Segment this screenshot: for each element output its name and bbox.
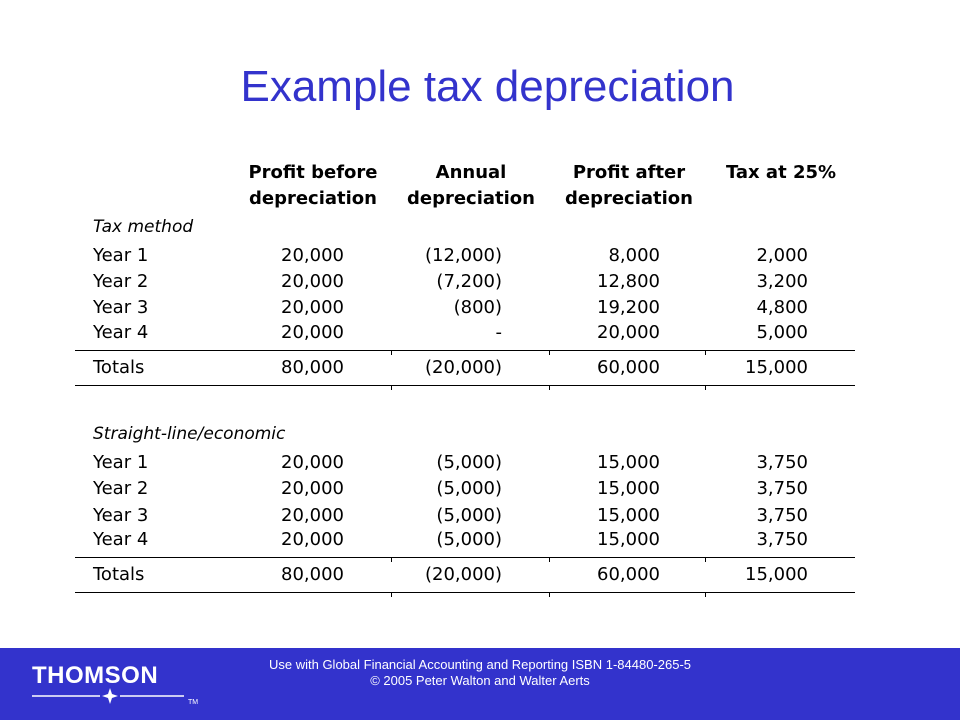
cell-profit-before: 20,000 xyxy=(281,322,344,343)
table-row: Year 2 20,000 (5,000) 15,000 3,750 xyxy=(0,476,960,502)
col-header-line2: depreciation xyxy=(406,188,535,209)
slide-title: Example tax depreciation xyxy=(240,62,735,111)
cell-profit-before: 80,000 xyxy=(281,564,344,585)
cell-profit-after: 19,200 xyxy=(597,297,660,318)
table-row: Year 1 20,000 (5,000) 15,000 3,750 xyxy=(0,450,960,476)
cell-tax: 5,000 xyxy=(756,322,808,343)
cell-tax: 15,000 xyxy=(745,564,808,585)
table-row: Year 4 20,000 - 20,000 5,000 xyxy=(0,320,960,346)
cell-annual-depreciation: (5,000) xyxy=(436,505,502,526)
totals-top-rule xyxy=(75,557,855,558)
col-header-profit-before: Profit before depreciation xyxy=(228,160,398,212)
row-label: Year 4 xyxy=(93,529,149,550)
column-divider-tick xyxy=(549,557,550,562)
cell-annual-depreciation: (5,000) xyxy=(436,529,502,550)
cell-tax: 3,750 xyxy=(756,529,808,550)
cell-annual-depreciation: (20,000) xyxy=(424,357,502,378)
column-divider-tick xyxy=(391,350,392,355)
cell-profit-before: 20,000 xyxy=(281,245,344,266)
cell-tax: 3,750 xyxy=(756,478,808,499)
col-header-line1: Profit after xyxy=(572,162,686,183)
table-row: Year 1 20,000 (12,000) 8,000 2,000 xyxy=(0,243,960,269)
cell-tax: 3,750 xyxy=(756,452,808,473)
section-heading-straight-line: Straight-line/economic xyxy=(93,424,286,444)
row-label: Year 1 xyxy=(93,245,149,266)
cell-tax: 3,750 xyxy=(756,505,808,526)
table-row: Year 4 20,000 (5,000) 15,000 3,750 xyxy=(0,527,960,553)
thomson-logo: THOMSON TM xyxy=(32,662,202,708)
row-label: Year 2 xyxy=(93,271,149,292)
cell-profit-before: 80,000 xyxy=(281,357,344,378)
cell-profit-after: 15,000 xyxy=(597,478,660,499)
column-divider-tick xyxy=(549,350,550,355)
row-label: Year 4 xyxy=(93,322,149,343)
row-label: Year 3 xyxy=(93,505,149,526)
col-header-tax: Tax at 25% xyxy=(696,160,866,186)
footer-line-2: © 2005 Peter Walton and Walter Aerts xyxy=(370,673,590,688)
col-header-line1: Annual xyxy=(435,162,507,183)
cell-annual-depreciation: (7,200) xyxy=(436,271,502,292)
cell-profit-before: 20,000 xyxy=(281,452,344,473)
column-divider-tick xyxy=(705,350,706,355)
cell-profit-before: 20,000 xyxy=(281,529,344,550)
cell-profit-after: 15,000 xyxy=(597,505,660,526)
table-row: Year 3 20,000 (5,000) 15,000 3,750 xyxy=(0,503,960,529)
footer-line-1: Use with Global Financial Accounting and… xyxy=(268,657,692,672)
row-label: Year 1 xyxy=(93,452,149,473)
cell-annual-depreciation: (800) xyxy=(453,297,502,318)
totals-row: Totals 80,000 (20,000) 60,000 15,000 xyxy=(0,355,960,381)
row-label: Year 2 xyxy=(93,478,149,499)
cell-profit-after: 60,000 xyxy=(597,564,660,585)
footer-citation: Use with Global Financial Accounting and… xyxy=(200,657,760,689)
cell-profit-after: 8,000 xyxy=(608,245,660,266)
table-row: Year 3 20,000 (800) 19,200 4,800 xyxy=(0,295,960,321)
column-divider-tick xyxy=(391,385,392,390)
star-rule-icon xyxy=(32,688,184,704)
row-label: Totals xyxy=(93,357,145,378)
cell-profit-before: 20,000 xyxy=(281,271,344,292)
cell-profit-after: 15,000 xyxy=(597,529,660,550)
column-divider-tick xyxy=(705,592,706,597)
col-header-line1: Tax at 25% xyxy=(725,162,837,183)
cell-tax: 3,200 xyxy=(756,271,808,292)
column-divider-tick xyxy=(549,592,550,597)
cell-profit-before: 20,000 xyxy=(281,478,344,499)
column-divider-tick xyxy=(391,557,392,562)
col-header-line2: depreciation xyxy=(248,188,377,209)
column-divider-tick xyxy=(705,557,706,562)
totals-row: Totals 80,000 (20,000) 60,000 15,000 xyxy=(0,562,960,588)
cell-tax: 15,000 xyxy=(745,357,808,378)
col-header-line1: Profit before xyxy=(248,162,378,183)
cell-profit-before: 20,000 xyxy=(281,297,344,318)
column-divider-tick xyxy=(705,385,706,390)
cell-annual-depreciation: (5,000) xyxy=(436,452,502,473)
trademark-mark: TM xyxy=(188,699,199,706)
cell-tax: 2,000 xyxy=(756,245,808,266)
column-divider-tick xyxy=(391,592,392,597)
cell-profit-after: 12,800 xyxy=(597,271,660,292)
logo-text: THOMSON xyxy=(32,662,159,689)
column-divider-tick xyxy=(549,385,550,390)
table-row: Year 2 20,000 (7,200) 12,800 3,200 xyxy=(0,269,960,295)
totals-top-rule xyxy=(75,350,855,351)
col-header-profit-after: Profit after depreciation xyxy=(544,160,714,212)
cell-profit-after: 20,000 xyxy=(597,322,660,343)
cell-annual-depreciation: - xyxy=(495,322,503,343)
row-label: Totals xyxy=(93,564,145,585)
col-header-annual-depreciation: Annual depreciation xyxy=(386,160,556,212)
row-label: Year 3 xyxy=(93,297,149,318)
footer-bar: THOMSON TM Use with Global Financial Acc… xyxy=(0,648,960,720)
cell-annual-depreciation: (5,000) xyxy=(436,478,502,499)
cell-annual-depreciation: (20,000) xyxy=(424,564,502,585)
section-heading-tax-method: Tax method xyxy=(93,217,194,237)
cell-annual-depreciation: (12,000) xyxy=(424,245,502,266)
cell-profit-after: 60,000 xyxy=(597,357,660,378)
cell-profit-before: 20,000 xyxy=(281,505,344,526)
cell-tax: 4,800 xyxy=(756,297,808,318)
cell-profit-after: 15,000 xyxy=(597,452,660,473)
col-header-line2: depreciation xyxy=(564,188,693,209)
totals-bottom-rule xyxy=(75,592,855,593)
totals-bottom-rule xyxy=(75,385,855,386)
